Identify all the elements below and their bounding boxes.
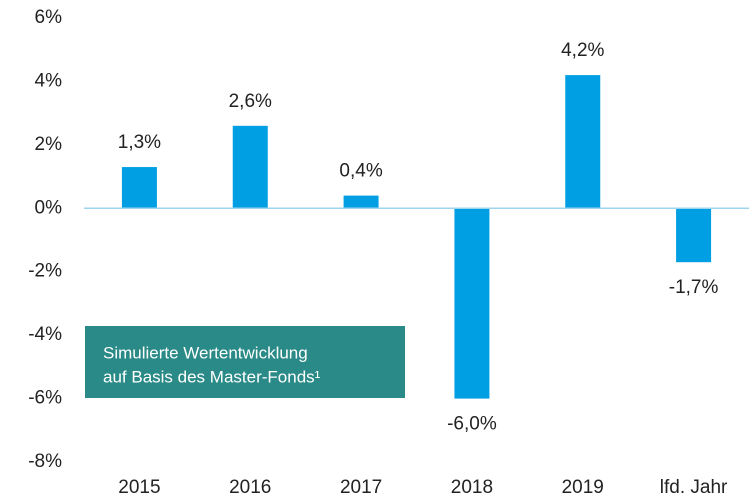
x-tick-label: lfd. Jahr	[660, 477, 728, 498]
value-label: -6,0%	[447, 414, 497, 435]
bar	[232, 125, 268, 209]
annotation-line: Simulierte Wertentwicklung	[103, 343, 308, 362]
x-tick-label: 2018	[451, 477, 493, 498]
value-label: 0,4%	[339, 161, 382, 182]
bar	[454, 208, 490, 399]
x-tick-label: 2019	[562, 477, 604, 498]
x-tick-label: 2015	[118, 477, 160, 498]
y-tick-label: -2%	[28, 261, 62, 282]
bar	[121, 167, 157, 209]
y-tick-label: 0%	[35, 197, 63, 218]
annotation-box	[85, 326, 405, 398]
value-label: 2,6%	[229, 91, 272, 112]
bar	[343, 195, 379, 209]
value-label: 4,2%	[561, 40, 604, 61]
y-tick-label: 2%	[35, 134, 63, 155]
value-label: 1,3%	[118, 132, 161, 153]
y-tick-label: -8%	[28, 451, 62, 472]
x-tick-label: 2016	[229, 477, 271, 498]
y-tick-label: 4%	[35, 70, 63, 91]
y-tick-label: 6%	[35, 7, 63, 28]
y-tick-label: -4%	[28, 324, 62, 345]
bar	[676, 208, 712, 263]
annotation-line: auf Basis des Master-Fonds¹	[103, 367, 321, 386]
y-tick-label: -6%	[28, 388, 62, 409]
bar	[565, 75, 601, 209]
x-tick-label: 2017	[340, 477, 382, 498]
value-label: -1,7%	[669, 277, 719, 298]
